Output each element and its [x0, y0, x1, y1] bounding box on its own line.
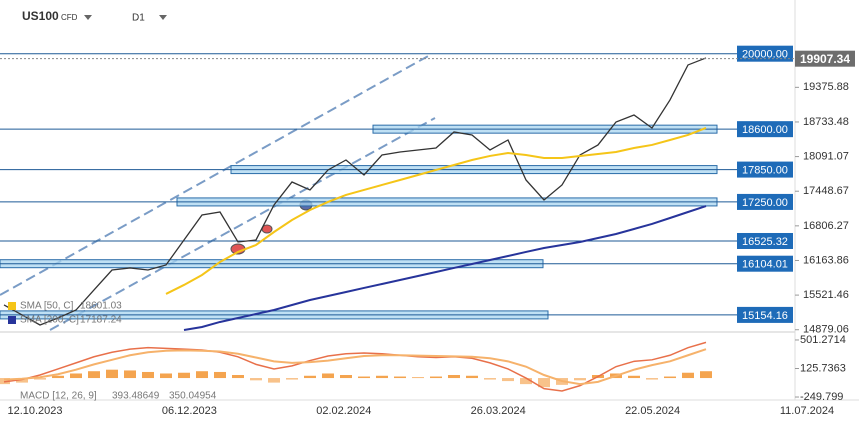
x-tick-label: 11.07.2024 [780, 405, 834, 417]
histogram-bar [304, 375, 316, 379]
level-label: 17250.00 [742, 197, 788, 209]
histogram-bar [358, 376, 370, 379]
y-tick-label: 15521.46 [803, 289, 849, 301]
series-line [3, 341, 707, 392]
legend-value: 17187.24 [80, 315, 122, 326]
histogram-bar [268, 378, 280, 383]
level-badge [737, 306, 793, 323]
legend-swatch [8, 316, 16, 324]
symbol-kind: CFD [61, 13, 78, 22]
dropdown[interactable] [84, 15, 92, 20]
layer: 19375.88 18733.48 18091.07 17448.67 16806.27… [0, 45, 855, 417]
histogram-bar [214, 371, 226, 379]
histogram-bar [412, 377, 424, 379]
current-price: 19907.34 [800, 52, 850, 66]
macd-value: 393.48649 [112, 391, 160, 402]
histogram-bar [322, 373, 334, 379]
symbol: US100 [22, 9, 59, 23]
histogram-bar [394, 376, 406, 379]
level-badge [737, 161, 793, 178]
histogram-bar [286, 378, 298, 380]
x-tick-label: 12.10.2023 [7, 405, 62, 417]
x-tick-label: 02.02.2024 [316, 405, 371, 417]
histogram-bar [700, 371, 712, 379]
macd-value: 350.04954 [169, 391, 217, 402]
level-label: 16525.32 [742, 236, 788, 248]
level-label: 20000.00 [742, 49, 788, 61]
histogram-bar [430, 376, 442, 379]
y-tick-label: 19375.88 [803, 81, 849, 93]
series-line [3, 57, 707, 326]
level-label: 15154.16 [742, 310, 788, 322]
y-tick-label: 18091.07 [803, 150, 849, 162]
histogram-bar [538, 378, 550, 388]
legend-name: SMA [200, C] [20, 315, 79, 326]
histogram-bar [502, 378, 514, 382]
histogram-bar [628, 375, 640, 379]
y-tick-label: 16163.86 [803, 254, 849, 266]
histogram-bar [16, 378, 28, 383]
series-line [165, 127, 707, 295]
level-badge [737, 45, 793, 62]
histogram-bar [646, 378, 658, 380]
histogram-bar [106, 369, 118, 379]
price-badge [795, 50, 855, 67]
y-tick-label: 17448.67 [803, 185, 849, 197]
histogram-bar [88, 371, 100, 379]
histogram-bar [160, 373, 172, 379]
y-tick-label: 18733.48 [803, 116, 849, 128]
histogram-bar [232, 375, 244, 379]
interval: D1 [132, 13, 145, 24]
histogram-bar [34, 378, 46, 380]
level-label: 17850.00 [742, 164, 788, 176]
histogram-bar [196, 371, 208, 379]
histogram-bar [376, 375, 388, 379]
histogram-bar [250, 378, 262, 381]
y-tick-label: 16806.27 [803, 220, 849, 232]
histogram-bar [52, 375, 64, 379]
level-badge [737, 255, 793, 272]
level-label: 16104.01 [742, 259, 788, 271]
legend-value: 18601.03 [80, 301, 122, 312]
histogram-bar [178, 372, 190, 379]
x-tick-label: 22.05.2024 [625, 405, 680, 417]
histogram-bar [466, 375, 478, 379]
macd-name: MACD [12, 26, 9] [20, 391, 97, 402]
channel-line [49, 117, 436, 331]
histogram-bar [574, 378, 586, 381]
histogram-bar [484, 378, 496, 380]
y-tick-label: -249.799 [800, 391, 843, 403]
level-label: 18600.00 [742, 124, 788, 136]
y-tick-label: 125.7363 [800, 362, 846, 374]
legend-name: SMA [50, C] [20, 301, 74, 312]
series-line [183, 205, 707, 331]
level-badge [737, 193, 793, 210]
channel-line [0, 54, 431, 296]
legend-swatch [8, 302, 16, 310]
y-tick-label: 14879.06 [803, 324, 849, 336]
level-badge [737, 121, 793, 138]
dropdown[interactable] [159, 15, 167, 20]
histogram-bar [448, 375, 460, 379]
y-tick-label: 501.2714 [800, 334, 846, 346]
histogram-bar [124, 370, 136, 379]
histogram-bar [682, 372, 694, 379]
histogram-bar [664, 376, 676, 379]
x-tick-label: 06.12.2023 [162, 405, 217, 417]
histogram-bar [340, 375, 352, 379]
series-line [3, 348, 707, 386]
channel [0, 54, 436, 331]
histogram-bar [520, 378, 532, 385]
series-group [3, 57, 707, 331]
x-tick-label: 26.03.2024 [471, 405, 526, 417]
histogram-bar [70, 373, 82, 379]
histogram-bar [142, 371, 154, 379]
level-badge [737, 232, 793, 249]
